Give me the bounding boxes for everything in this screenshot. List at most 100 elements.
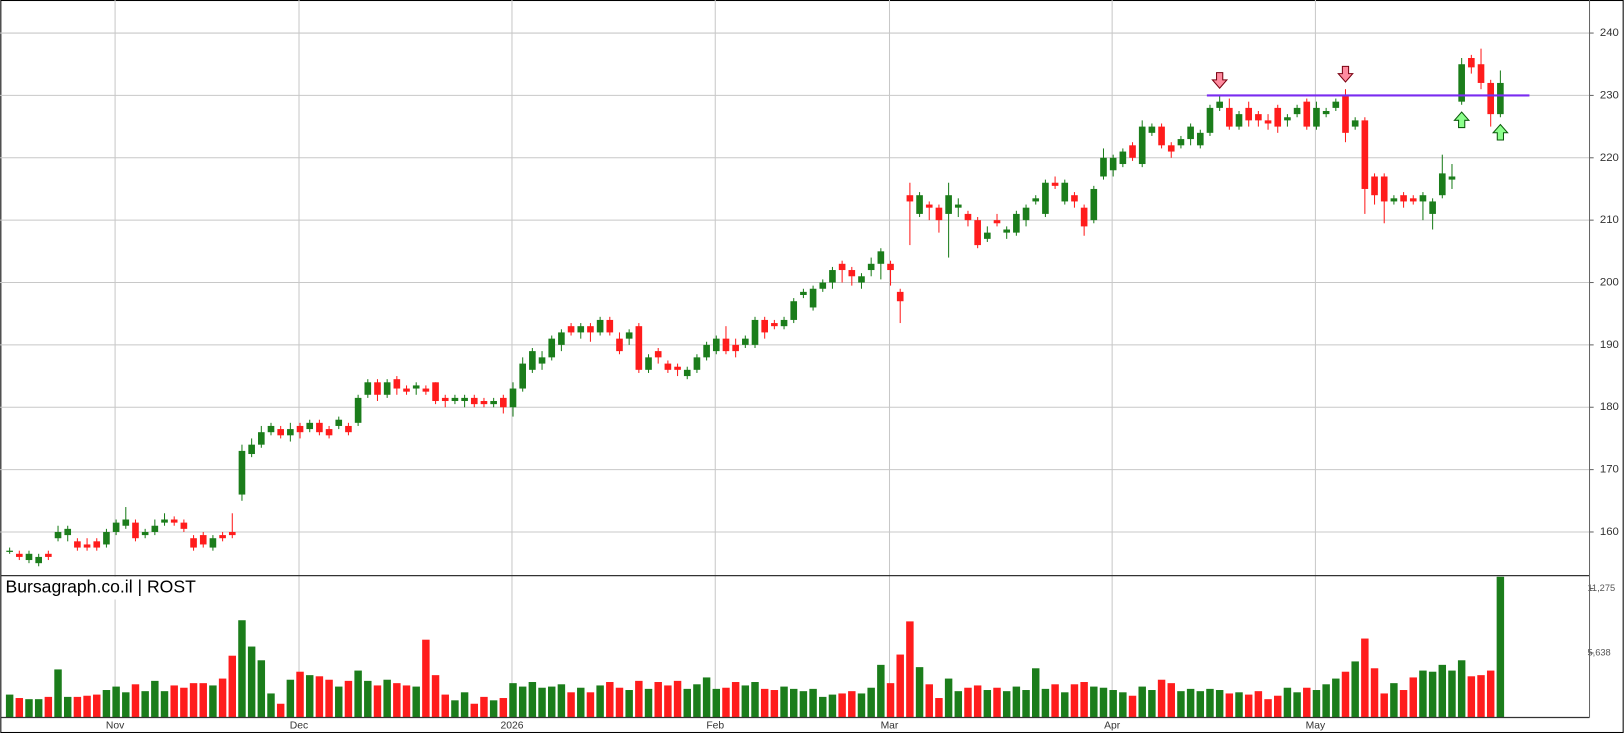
volume-bar: [228, 655, 237, 718]
candle-body: [54, 531, 62, 539]
volume-bar: [54, 669, 62, 718]
candle-body: [451, 397, 459, 402]
sell-arrow: [1211, 72, 1229, 89]
candle-body: [509, 388, 517, 408]
candle-body: [151, 525, 159, 532]
candle-body: [170, 519, 178, 523]
candle-body: [896, 291, 904, 302]
volume-bar: [170, 685, 178, 718]
candle-body: [538, 357, 546, 364]
volume-bar: [567, 692, 575, 718]
candle-body: [1371, 176, 1378, 196]
volume-bar: [1002, 691, 1011, 718]
candle-body: [1390, 198, 1398, 202]
candle-body: [1400, 195, 1407, 202]
volume-bar: [518, 686, 527, 718]
volume-bar: [828, 694, 837, 718]
candle-body: [74, 541, 81, 548]
candle-body: [83, 544, 91, 548]
volume-bar: [373, 685, 382, 718]
candle-body: [993, 220, 1001, 224]
volume-bar: [1090, 686, 1098, 718]
candle-body: [674, 366, 681, 370]
y-tick-label: 170: [1600, 464, 1619, 476]
candle-body: [906, 195, 914, 202]
volume-bar: [1196, 691, 1205, 718]
candle-body: [364, 382, 372, 395]
candle-body: [383, 382, 391, 395]
volume-bar: [112, 686, 120, 718]
candle-body: [374, 382, 381, 395]
candle-body: [1419, 195, 1427, 202]
volume-bar: [383, 679, 391, 718]
volume-bar: [964, 687, 972, 718]
candle-body: [1216, 101, 1223, 108]
candle-body: [209, 538, 217, 548]
volume-bar: [625, 690, 633, 718]
candle-body: [1032, 198, 1040, 202]
y-tick-label: 210: [1600, 214, 1619, 226]
volume-bar: [364, 680, 372, 718]
volume-bar: [1244, 694, 1253, 718]
candle-body: [790, 301, 798, 320]
volume-bar: [1264, 699, 1272, 718]
volume-bar: [1012, 686, 1021, 718]
volume-bar: [1148, 690, 1156, 718]
buy-arrow: [1453, 111, 1471, 129]
candle-body: [867, 263, 875, 271]
candle-body: [1109, 157, 1117, 171]
y2-tick-label: 11,275: [1587, 583, 1615, 593]
volume-bar: [973, 685, 982, 718]
y-tick-label: 230: [1600, 89, 1619, 101]
volume-bar: [63, 696, 72, 718]
x-tick-label: Mar: [881, 720, 899, 731]
volume-bar: [1496, 576, 1505, 718]
candle-body: [819, 282, 827, 289]
volume-bar: [606, 682, 614, 718]
candle-body: [664, 363, 672, 370]
candle-body: [800, 291, 807, 295]
candle-body: [122, 519, 130, 526]
volume-bar: [286, 679, 295, 718]
volume-bar: [1303, 687, 1311, 718]
candle-body: [1148, 126, 1156, 133]
volume-bar: [1419, 670, 1427, 718]
volume-bar: [5, 694, 14, 718]
volume-bar: [422, 639, 430, 718]
volume-bar: [673, 680, 682, 718]
candle-body: [693, 357, 701, 370]
candle-body: [1206, 107, 1214, 133]
volume-bar: [451, 700, 459, 718]
volume-bar: [596, 685, 604, 718]
candle-body: [1322, 111, 1330, 115]
candle-body: [596, 319, 604, 333]
volume-bar: [722, 687, 730, 718]
volume-bar: [209, 685, 217, 718]
candle-body: [1061, 182, 1069, 202]
candle-body: [625, 332, 633, 339]
candle-body: [190, 538, 197, 548]
volume-bar: [915, 667, 924, 718]
volume-bar: [1167, 683, 1175, 718]
volume-bar: [1486, 670, 1495, 718]
candle-body: [848, 270, 856, 277]
volume-bar: [635, 680, 643, 718]
candle-body: [1196, 132, 1204, 146]
volume-bar: [489, 700, 498, 718]
candle-body: [1119, 151, 1127, 165]
candle-body: [296, 425, 304, 433]
candle-body: [645, 357, 652, 370]
volume-bar: [238, 620, 246, 718]
volume-bar: [1283, 687, 1292, 718]
volume-bar: [412, 686, 420, 718]
volume-bar: [780, 686, 788, 718]
candle-body: [1274, 107, 1282, 127]
volume-bar: [315, 676, 324, 718]
candle-body: [1448, 176, 1456, 180]
volume-bar: [731, 682, 740, 718]
volume-bar: [1312, 690, 1321, 718]
candle-body: [635, 326, 643, 370]
volume-bar: [1070, 684, 1079, 718]
candle-body: [1361, 120, 1369, 189]
